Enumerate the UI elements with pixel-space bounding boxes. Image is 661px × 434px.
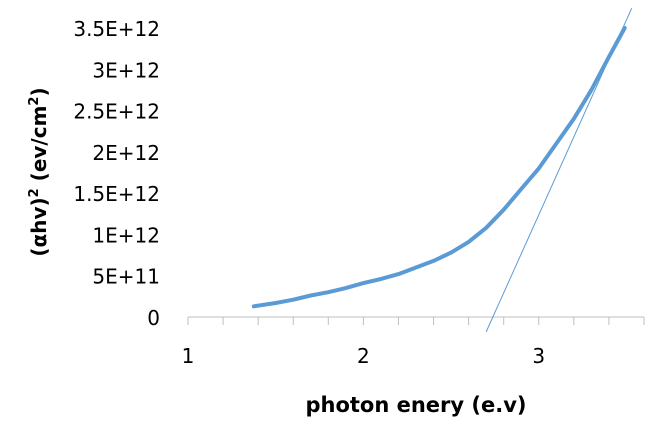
x-axis-tick-labels: 1 2 3 — [182, 344, 546, 368]
y-axis-tick-labels: 0 5E+11 1E+12 1.5E+12 2E+12 2.5E+12 3E+12 3.5E+… — [73, 17, 160, 330]
x-tick-label: 1 — [182, 344, 195, 368]
y-tick-label: 3.5E+12 — [73, 17, 160, 41]
y-axis-label: (αhv)2 (ev/cm2) — [27, 87, 51, 256]
y-tick-label: 0 — [147, 306, 160, 330]
series-group — [251, 7, 633, 333]
x-axis-ticks — [187, 317, 645, 325]
data-series-line — [251, 26, 627, 309]
y-tick-label: 2E+12 — [92, 141, 160, 165]
x-tick-label: 3 — [532, 344, 545, 368]
tangent-line — [485, 7, 633, 333]
x-tick-label: 2 — [357, 344, 370, 368]
y-tick-label: 1E+12 — [92, 223, 160, 247]
y-tick-label: 3E+12 — [92, 58, 160, 82]
x-axis-label: photon enery (e.v) — [305, 393, 526, 417]
y-tick-label: 1.5E+12 — [73, 182, 160, 206]
y-tick-label: 5E+11 — [92, 265, 160, 289]
y-tick-label: 2.5E+12 — [73, 100, 160, 124]
